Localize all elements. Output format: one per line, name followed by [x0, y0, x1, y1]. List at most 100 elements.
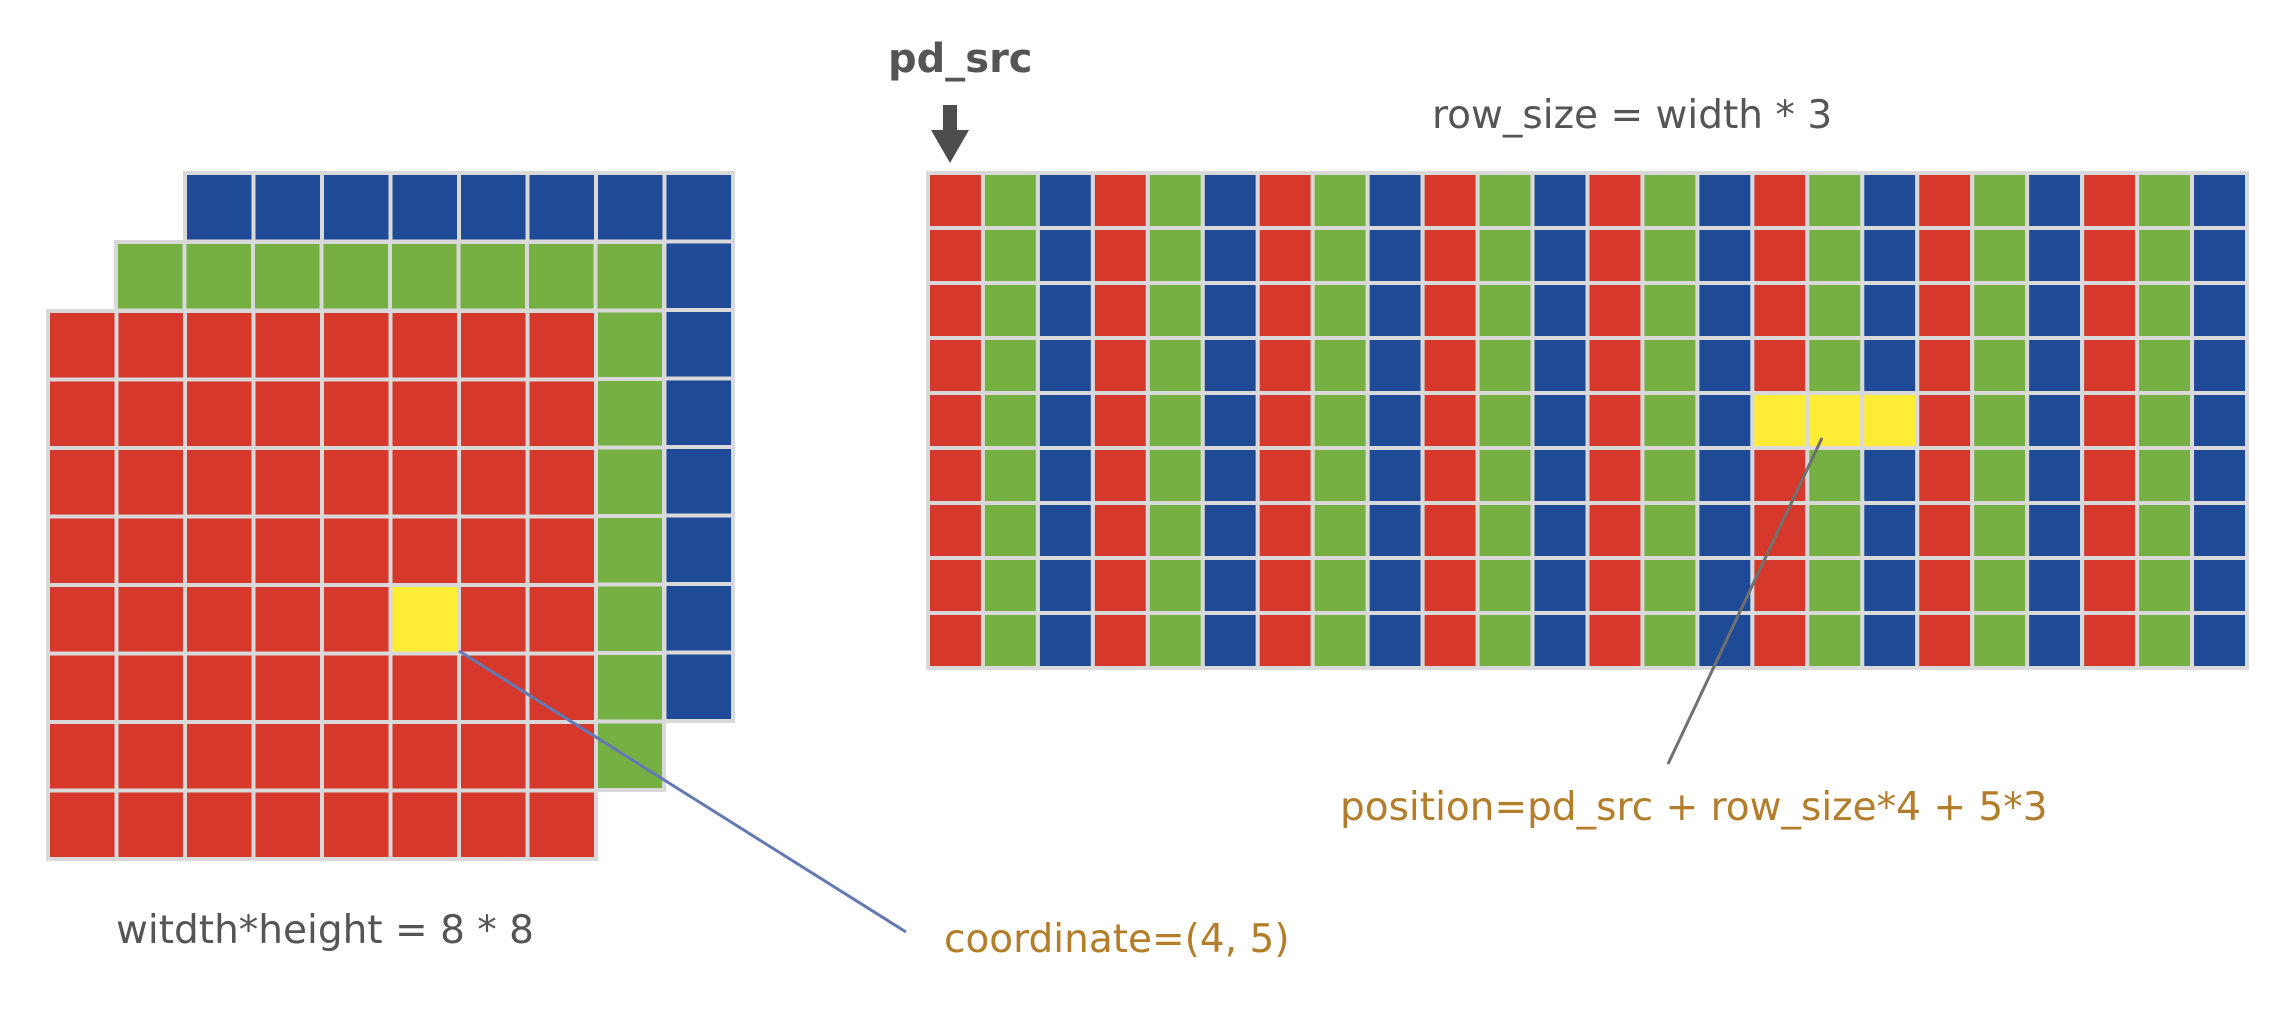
buffer-byte-cell: [1640, 226, 1700, 285]
buffer-byte-cell: [2135, 446, 2195, 505]
buffer-byte-cell: [1420, 171, 1480, 230]
red-channel-cell: [525, 446, 598, 519]
blue-channel-cell: [662, 513, 735, 586]
buffer-byte-cell: [1970, 391, 2030, 450]
buffer-byte-cell: [1145, 391, 1205, 450]
buffer-byte-cell: [1145, 501, 1205, 560]
coordinate-leader-line: [458, 649, 907, 934]
buffer-byte-cell: [980, 391, 1040, 450]
buffer-byte-cell: [1475, 171, 1535, 230]
buffer-byte-cell: [1200, 336, 1260, 395]
buffer-byte-cell: [1530, 171, 1590, 230]
highlighted-byte-cell: [1750, 391, 1810, 450]
buffer-byte-cell: [1585, 556, 1645, 615]
buffer-byte-cell: [1640, 556, 1700, 615]
buffer-byte-cell: [1035, 611, 1095, 670]
buffer-byte-cell: [1915, 171, 1975, 230]
buffer-byte-cell: [1970, 226, 2030, 285]
buffer-byte-cell: [1475, 446, 1535, 505]
buffer-byte-cell: [1420, 556, 1480, 615]
buffer-byte-cell: [1310, 501, 1370, 560]
buffer-byte-cell: [2080, 391, 2140, 450]
buffer-byte-cell: [1035, 281, 1095, 340]
buffer-byte-cell: [1090, 391, 1150, 450]
buffer-byte-cell: [1090, 281, 1150, 340]
buffer-byte-cell: [1365, 556, 1425, 615]
buffer-byte-cell: [1420, 391, 1480, 450]
buffer-byte-cell: [1695, 336, 1755, 395]
buffer-byte-cell: [1200, 171, 1260, 230]
buffer-byte-cell: [1805, 336, 1865, 395]
buffer-byte-cell: [1145, 226, 1205, 285]
buffer-byte-cell: [1420, 226, 1480, 285]
red-channel-cell: [46, 377, 119, 450]
buffer-byte-cell: [1585, 281, 1645, 340]
buffer-byte-cell: [2025, 171, 2085, 230]
buffer-byte-cell: [1695, 171, 1755, 230]
green-channel-cell: [456, 240, 529, 313]
red-channel-cell: [183, 377, 256, 450]
buffer-byte-cell: [1365, 281, 1425, 340]
red-channel-cell: [46, 720, 119, 793]
buffer-byte-cell: [1915, 336, 1975, 395]
red-channel-cell: [388, 446, 461, 519]
red-channel-cell: [251, 446, 324, 519]
blue-channel-cell: [662, 650, 735, 723]
red-channel-cell: [457, 583, 530, 656]
buffer-byte-cell: [1640, 501, 1700, 560]
buffer-byte-cell: [2080, 556, 2140, 615]
red-channel-cell: [388, 377, 461, 450]
blue-channel-cell: [525, 171, 598, 244]
buffer-byte-cell: [1585, 226, 1645, 285]
red-channel-cell: [251, 720, 324, 793]
buffer-byte-cell: [1970, 171, 2030, 230]
buffer-byte-cell: [2025, 226, 2085, 285]
buffer-byte-cell: [2135, 556, 2195, 615]
red-channel-cell: [320, 377, 393, 450]
buffer-byte-cell: [1090, 226, 1150, 285]
buffer-byte-cell: [1530, 611, 1590, 670]
red-channel-cell: [114, 309, 187, 382]
buffer-byte-cell: [1365, 501, 1425, 560]
buffer-byte-cell: [1695, 281, 1755, 340]
buffer-byte-cell: [1090, 336, 1150, 395]
highlighted-byte-cell: [1860, 391, 1920, 450]
buffer-byte-cell: [1035, 501, 1095, 560]
buffer-byte-cell: [1640, 171, 1700, 230]
buffer-byte-cell: [2080, 226, 2140, 285]
buffer-byte-cell: [1695, 391, 1755, 450]
buffer-byte-cell: [1365, 446, 1425, 505]
red-channel-cell: [457, 514, 530, 587]
buffer-byte-cell: [1860, 281, 1920, 340]
buffer-byte-cell: [2025, 281, 2085, 340]
buffer-byte-cell: [1310, 446, 1370, 505]
buffer-byte-cell: [1475, 281, 1535, 340]
buffer-byte-cell: [1805, 281, 1865, 340]
buffer-byte-cell: [1695, 501, 1755, 560]
buffer-byte-cell: [1805, 226, 1865, 285]
buffer-byte-cell: [1750, 446, 1810, 505]
buffer-byte-cell: [1365, 391, 1425, 450]
buffer-byte-cell: [1585, 171, 1645, 230]
buffer-byte-cell: [1200, 611, 1260, 670]
dimensions-label: witdth*height = 8 * 8: [116, 908, 534, 953]
buffer-byte-cell: [1035, 226, 1095, 285]
red-channel-cell: [183, 446, 256, 519]
buffer-byte-cell: [1915, 391, 1975, 450]
buffer-byte-cell: [1255, 226, 1315, 285]
buffer-byte-cell: [1640, 446, 1700, 505]
blue-channel-cell: [662, 582, 735, 655]
buffer-byte-cell: [1145, 171, 1205, 230]
buffer-byte-cell: [1475, 336, 1535, 395]
buffer-byte-cell: [2190, 171, 2250, 230]
buffer-byte-cell: [1695, 226, 1755, 285]
row-size-label: row_size = width * 3: [1432, 93, 1832, 138]
blue-channel-cell: [388, 171, 461, 244]
buffer-byte-cell: [1805, 556, 1865, 615]
buffer-byte-cell: [1970, 336, 2030, 395]
highlighted-pixel: [388, 583, 461, 656]
buffer-byte-cell: [2025, 501, 2085, 560]
buffer-byte-cell: [2190, 501, 2250, 560]
buffer-byte-cell: [1365, 611, 1425, 670]
